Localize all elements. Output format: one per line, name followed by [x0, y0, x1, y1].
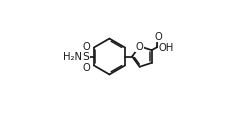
Text: O: O	[83, 42, 90, 52]
Text: H₂N: H₂N	[63, 52, 82, 62]
Text: O: O	[83, 62, 90, 72]
Text: O: O	[154, 32, 162, 42]
Text: O: O	[136, 42, 144, 52]
Text: OH: OH	[159, 43, 174, 53]
Text: S: S	[83, 52, 89, 62]
